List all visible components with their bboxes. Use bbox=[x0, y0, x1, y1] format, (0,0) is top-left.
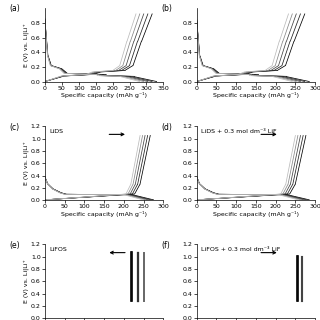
Y-axis label: E (V) vs. Li|Li⁺: E (V) vs. Li|Li⁺ bbox=[24, 23, 29, 67]
Text: (c): (c) bbox=[9, 123, 19, 132]
Text: (e): (e) bbox=[9, 241, 20, 250]
Text: (f): (f) bbox=[161, 241, 170, 250]
Text: (a): (a) bbox=[9, 4, 20, 13]
X-axis label: Specific capacity (mAh g⁻¹): Specific capacity (mAh g⁻¹) bbox=[61, 92, 147, 99]
Text: LiFOS + 0.3 mol dm⁻³ LiF: LiFOS + 0.3 mol dm⁻³ LiF bbox=[201, 247, 281, 252]
Text: (d): (d) bbox=[161, 123, 172, 132]
Text: LiFOS: LiFOS bbox=[50, 247, 67, 252]
Text: (b): (b) bbox=[161, 4, 172, 13]
Text: LiDS + 0.3 mol dm⁻³ LiF: LiDS + 0.3 mol dm⁻³ LiF bbox=[201, 129, 277, 134]
Y-axis label: E (V) vs. Li|Li⁺: E (V) vs. Li|Li⁺ bbox=[24, 260, 29, 303]
X-axis label: Specific capacity (mAh g⁻¹): Specific capacity (mAh g⁻¹) bbox=[213, 92, 299, 99]
X-axis label: Specific capacity (mAh g⁻¹): Specific capacity (mAh g⁻¹) bbox=[61, 211, 147, 217]
Text: LiDS: LiDS bbox=[50, 129, 64, 134]
Y-axis label: E (V) vs. Li|Li⁺: E (V) vs. Li|Li⁺ bbox=[24, 141, 29, 185]
X-axis label: Specific capacity (mAh g⁻¹): Specific capacity (mAh g⁻¹) bbox=[213, 211, 299, 217]
